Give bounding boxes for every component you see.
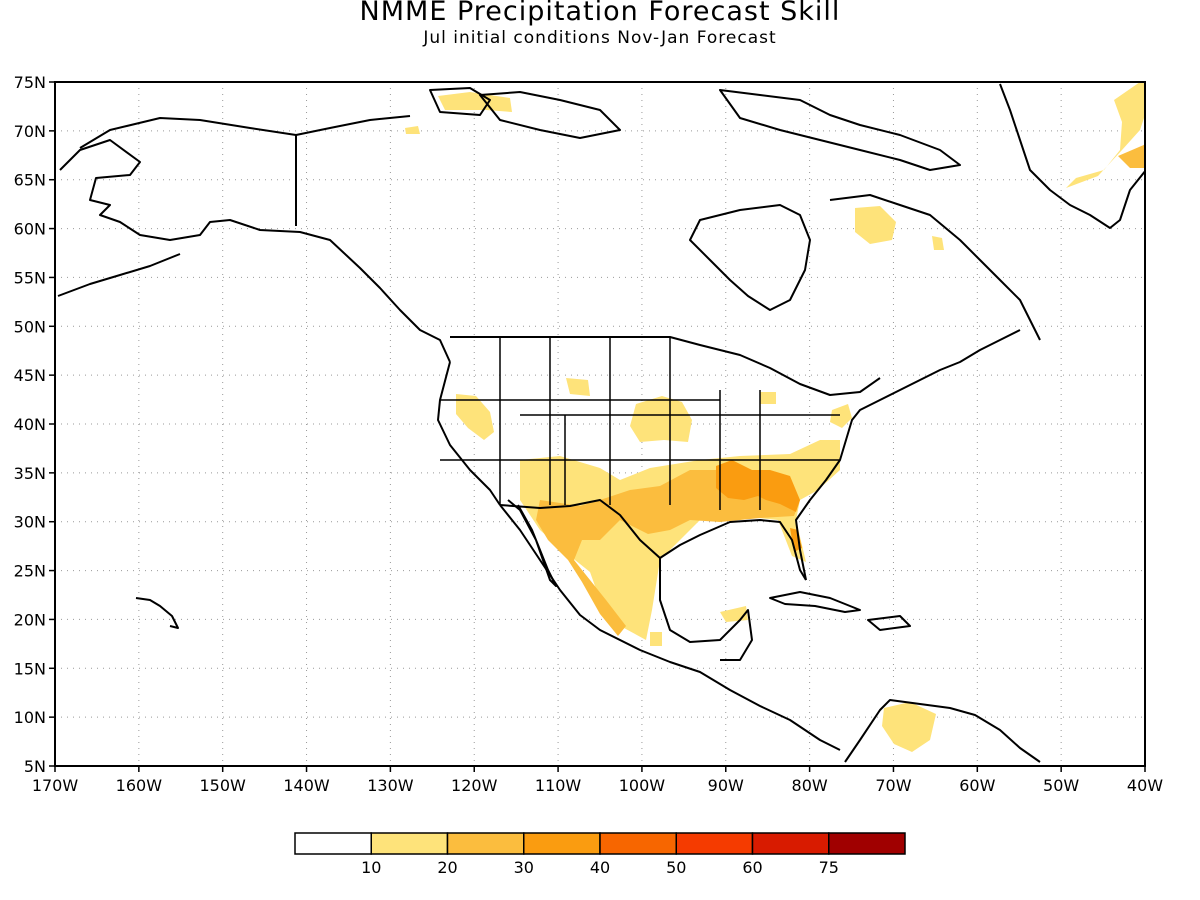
coastlines xyxy=(57,83,1145,763)
skill-region-mid-atlantic xyxy=(830,404,852,428)
coastline-baja xyxy=(507,499,557,587)
skill-region-banks-island xyxy=(405,126,420,134)
colorbar-label: 50 xyxy=(666,858,686,877)
lat-tick-label: 75N xyxy=(14,73,46,92)
lat-tick-label: 20N xyxy=(14,610,46,629)
colorbar-swatch xyxy=(370,832,449,855)
lon-tick-label: 140W xyxy=(283,776,330,795)
lon-tick-label: 90W xyxy=(708,776,744,795)
coastline-hispaniola xyxy=(867,615,911,631)
skill-region-wyoming xyxy=(566,378,590,396)
lon-tick-label: 170W xyxy=(32,776,79,795)
skill-region-texas-gulf xyxy=(536,470,800,636)
skill-region-great-lakes xyxy=(760,392,776,404)
lon-tick-label: 110W xyxy=(535,776,582,795)
lat-tick-label: 60N xyxy=(14,220,46,239)
map-title: NMME Precipitation Forecast Skill xyxy=(359,0,841,27)
colorbar-label: 60 xyxy=(742,858,762,877)
colorbar-label: 75 xyxy=(819,858,839,877)
coastline-victoria-island xyxy=(479,91,621,139)
lat-tick-label: 55N xyxy=(14,268,46,287)
colorbar-label: 20 xyxy=(437,858,457,877)
colorbar-swatch xyxy=(523,832,601,855)
colorbar-swatch xyxy=(446,832,525,855)
lon-tick-label: 120W xyxy=(451,776,498,795)
skill-region-southeast xyxy=(716,460,800,512)
colorbar-label: 10 xyxy=(361,858,381,877)
coastline-south-america xyxy=(844,699,1041,763)
coastline-alaska-north xyxy=(79,115,411,149)
skill-region-venezuela xyxy=(882,702,936,752)
lat-tick-label: 65N xyxy=(14,171,46,190)
lat-tick-label: 25N xyxy=(14,562,46,581)
coastline-baffin xyxy=(719,89,961,171)
lat-tick-label: 50N xyxy=(14,317,46,336)
lon-tick-label: 40W xyxy=(1127,776,1163,795)
lat-tick-label: 10N xyxy=(14,708,46,727)
boundary-states xyxy=(440,337,840,510)
skill-region-greenland xyxy=(1066,82,1145,188)
lat-tick-label: 30N xyxy=(14,513,46,532)
coastline-cuba xyxy=(769,591,861,613)
coastline-hawaii xyxy=(135,597,179,629)
lat-tick-label: 45N xyxy=(14,366,46,385)
longitude-labels: 170W 160W 150W 140W 130W 120W 110W 100W 90W 80W 70… xyxy=(32,766,1163,795)
colorbar-swatch xyxy=(675,832,754,855)
skill-region-nevada xyxy=(456,394,494,440)
lon-tick-label: 80W xyxy=(792,776,828,795)
coastline-alaska xyxy=(59,139,451,363)
colorbar-swatch xyxy=(599,832,677,855)
skill-region-quebec xyxy=(855,206,896,244)
lon-tick-label: 130W xyxy=(367,776,414,795)
colorbar: 10 20 30 40 50 60 75 xyxy=(294,832,906,877)
skill-shading xyxy=(405,82,1145,752)
lat-tick-label: 70N xyxy=(14,122,46,141)
boundary-us-canada xyxy=(450,336,881,396)
coastline-labrador xyxy=(829,194,1041,341)
colorbar-swatch xyxy=(294,832,372,855)
lat-tick-label: 15N xyxy=(14,659,46,678)
colorbar-label: 30 xyxy=(514,858,534,877)
skill-region-labrador xyxy=(932,236,944,250)
colorbar-label: 40 xyxy=(590,858,610,877)
coastline-banks-island xyxy=(429,87,491,116)
skill-region-arctic-islands xyxy=(438,92,512,112)
skill-region-greenland-east xyxy=(1118,144,1145,168)
map-subtitle: Jul initial conditions Nov-Jan Forecast xyxy=(423,28,777,48)
coastline-mexico-west xyxy=(499,504,841,751)
lon-tick-label: 60W xyxy=(959,776,995,795)
colorbar-swatch xyxy=(751,832,830,855)
colorbar-swatch xyxy=(828,832,906,855)
lat-tick-label: 35N xyxy=(14,464,46,483)
skill-region-central-mexico xyxy=(650,632,662,646)
coastline-hudson-bay xyxy=(689,204,811,311)
lon-tick-label: 50W xyxy=(1043,776,1079,795)
lon-tick-label: 70W xyxy=(875,776,911,795)
coastline-aleutians xyxy=(57,253,181,297)
coastline-gulf-north xyxy=(659,519,807,581)
lon-tick-label: 150W xyxy=(200,776,247,795)
coastline-greenland xyxy=(999,83,1145,229)
latitude-labels: 75N 70N 65N 60N 55N 50N 45N 40N 35N 30N 25N 20N 15N 1… xyxy=(14,73,55,776)
map-gridlines xyxy=(55,82,1145,766)
lon-tick-label: 100W xyxy=(619,776,666,795)
coastline-gulf xyxy=(659,558,753,661)
coastline-us-east xyxy=(795,329,1021,581)
lat-tick-label: 40N xyxy=(14,415,46,434)
skill-region-nebraska xyxy=(630,396,692,442)
boundary-us-mexico xyxy=(499,499,661,559)
lon-tick-label: 160W xyxy=(116,776,163,795)
lat-tick-label: 5N xyxy=(24,757,46,776)
map-frame xyxy=(54,81,1146,767)
